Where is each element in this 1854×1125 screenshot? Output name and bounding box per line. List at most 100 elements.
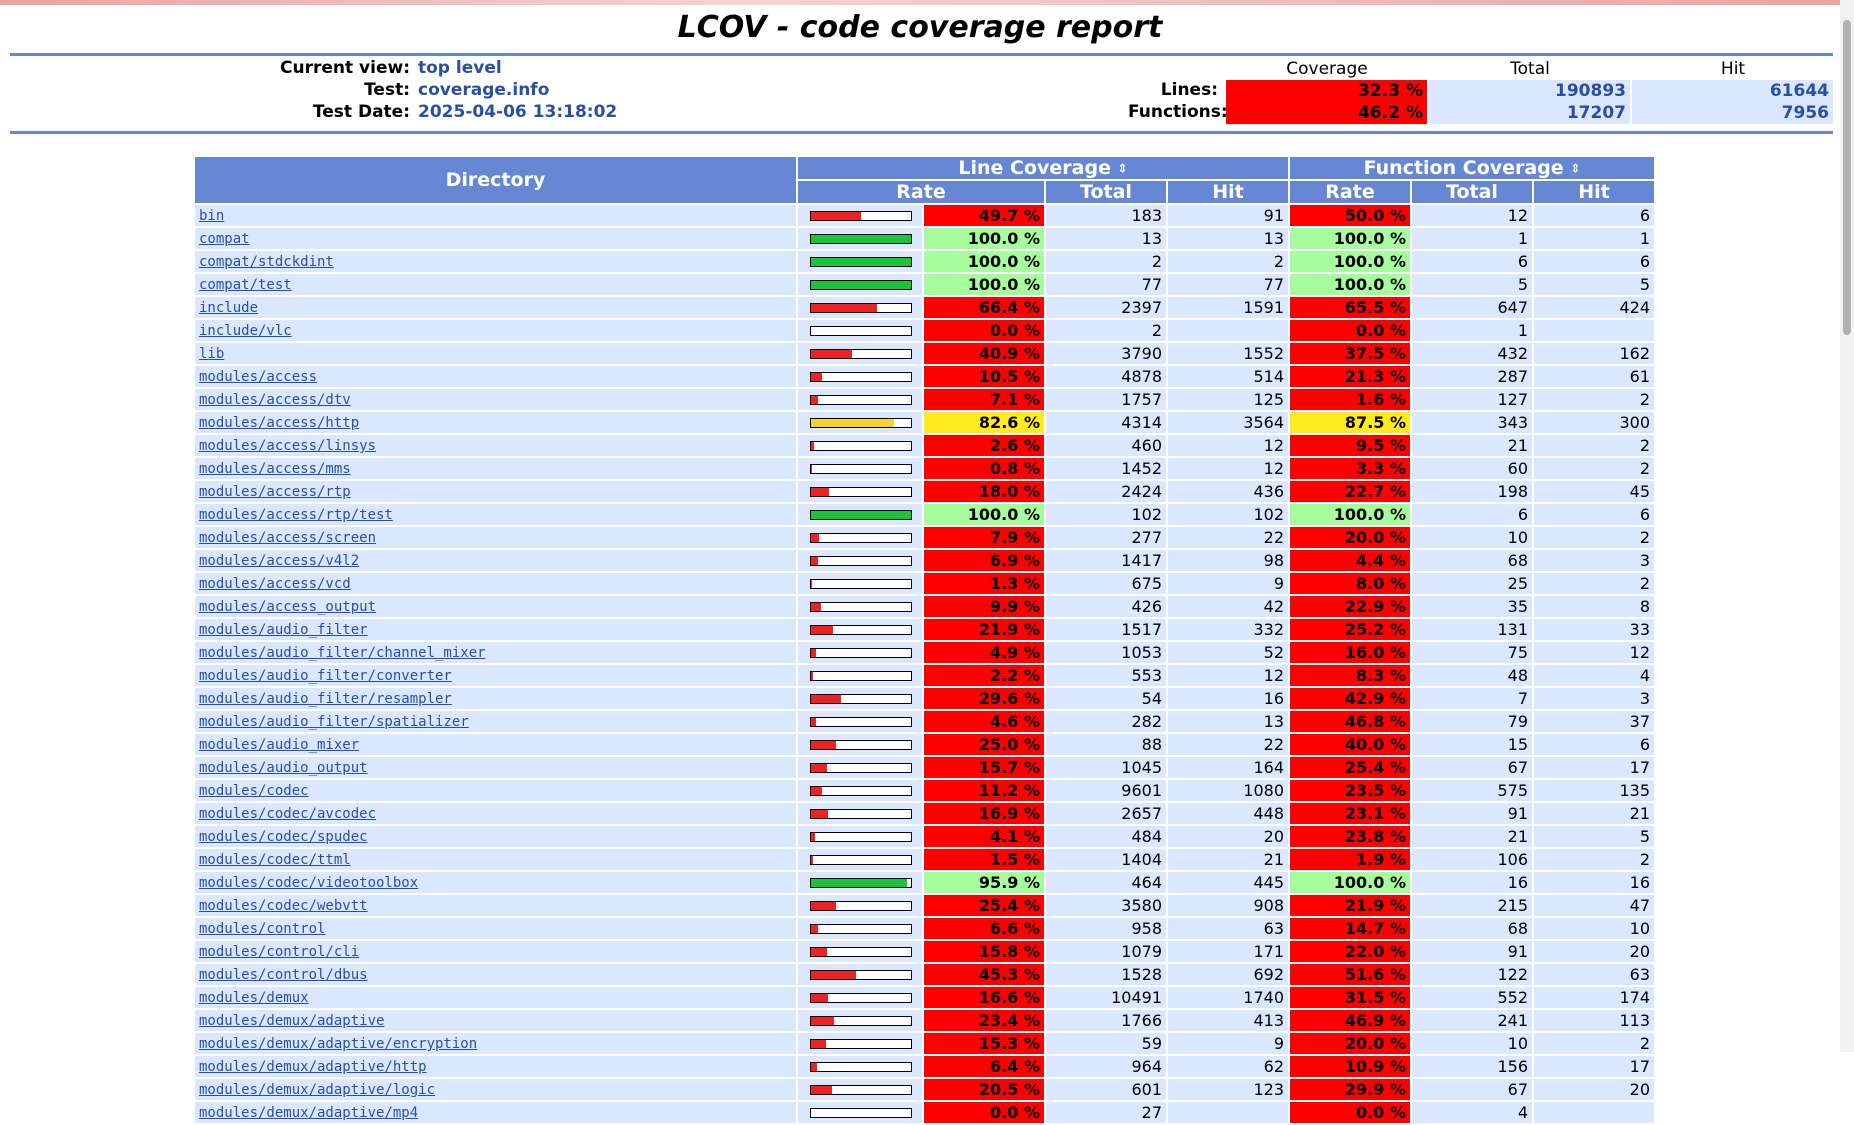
line-total-cell: 4878 <box>1046 366 1166 387</box>
function-rate-cell: 87.5 % <box>1290 412 1410 433</box>
function-hit-header: Hit <box>1534 181 1654 203</box>
table-row: include/vlc 0.0 % 2 0.0 % 1 <box>195 320 1654 341</box>
directory-link[interactable]: modules/demux <box>199 990 309 1006</box>
directory-link[interactable]: modules/control/dbus <box>199 967 368 983</box>
directory-link[interactable]: compat/test <box>199 277 292 293</box>
function-hit-cell: 300 <box>1534 412 1654 433</box>
scrollbar-thumb[interactable] <box>1843 20 1851 335</box>
function-rate-cell: 21.3 % <box>1290 366 1410 387</box>
coverage-bar <box>810 532 912 543</box>
directory-table-body: bin 49.7 % 183 91 50.0 % 12 6 compat 100.0 % 13 13… <box>195 205 1654 1123</box>
directory-link[interactable]: modules/codec/videotoolbox <box>199 875 419 891</box>
directory-link[interactable]: include/vlc <box>199 323 292 339</box>
directory-link[interactable]: modules/access/linsys <box>199 438 377 454</box>
directory-link[interactable]: modules/access/v4l2 <box>199 553 360 569</box>
directory-cell: modules/codec/webvtt <box>195 895 796 916</box>
directory-cell: modules/access/vcd <box>195 573 796 594</box>
directory-link[interactable]: modules/codec/avcodec <box>199 806 377 822</box>
coverage-bar <box>810 992 912 1003</box>
directory-link[interactable]: modules/demux/adaptive/http <box>199 1059 427 1075</box>
directory-link[interactable]: modules/demux/adaptive/mp4 <box>199 1105 419 1121</box>
function-hit-cell: 10 <box>1534 918 1654 939</box>
line-rate-cell: 4.9 % <box>924 642 1044 663</box>
coverage-bar-fill <box>811 924 818 933</box>
sort-icon[interactable]: ⇕ <box>1570 161 1581 176</box>
directory-cell: compat/stdckdint <box>195 251 796 272</box>
function-total-cell: 156 <box>1412 1056 1532 1077</box>
directory-link[interactable]: modules/codec/spudec <box>199 829 368 845</box>
line-hit-cell: 123 <box>1168 1079 1288 1100</box>
function-coverage-header[interactable]: Function Coverage ⇕ <box>1290 157 1654 179</box>
directory-link[interactable]: modules/access_output <box>199 599 377 615</box>
directory-link[interactable]: modules/demux/adaptive <box>199 1013 385 1029</box>
directory-link[interactable]: modules/audio_output <box>199 760 368 776</box>
coverage-bar-cell <box>798 412 922 433</box>
function-rate-cell: 100.0 % <box>1290 274 1410 295</box>
line-hit-cell: 413 <box>1168 1010 1288 1031</box>
coverage-bar-cell <box>798 987 922 1008</box>
table-row: modules/access/v4l2 6.9 % 1417 98 4.4 % 68 3 <box>195 550 1654 571</box>
directory-cell: compat <box>195 228 796 249</box>
line-rate-cell: 49.7 % <box>924 205 1044 226</box>
function-total-header: Total <box>1412 181 1532 203</box>
line-rate-cell: 6.9 % <box>924 550 1044 571</box>
directory-link[interactable]: modules/access/vcd <box>199 576 351 592</box>
directory-link[interactable]: compat/stdckdint <box>199 254 334 270</box>
line-rate-cell: 66.4 % <box>924 297 1044 318</box>
table-row: compat/test 100.0 % 77 77 100.0 % 5 5 <box>195 274 1654 295</box>
line-hit-cell: 9 <box>1168 1033 1288 1054</box>
directory-link[interactable]: lib <box>199 346 225 362</box>
directory-link[interactable]: modules/audio_filter/resampler <box>199 691 452 707</box>
line-total-cell: 1766 <box>1046 1010 1166 1031</box>
directory-link[interactable]: include <box>199 300 259 316</box>
function-rate-cell: 46.9 % <box>1290 1010 1410 1031</box>
directory-link[interactable]: modules/access/rtp/test <box>199 507 393 523</box>
line-hit-cell: 125 <box>1168 389 1288 410</box>
directory-link[interactable]: modules/access/rtp <box>199 484 351 500</box>
directory-link[interactable]: modules/access <box>199 369 318 385</box>
directory-link[interactable]: modules/access/mms <box>199 461 351 477</box>
function-hit-cell: 21 <box>1534 803 1654 824</box>
directory-link[interactable]: modules/audio_filter/spatializer <box>199 714 469 730</box>
coverage-bar-fill <box>811 533 819 542</box>
coverage-bar-fill <box>811 763 827 772</box>
sort-icon[interactable]: ⇕ <box>1117 161 1128 176</box>
function-rate-cell: 22.0 % <box>1290 941 1410 962</box>
directory-link[interactable]: bin <box>199 208 225 224</box>
line-rate-cell: 4.1 % <box>924 826 1044 847</box>
directory-link[interactable]: modules/codec <box>199 783 309 799</box>
directory-link[interactable]: modules/audio_filter/converter <box>199 668 452 684</box>
directory-link[interactable]: modules/access/http <box>199 415 360 431</box>
directory-link[interactable]: modules/codec/webvtt <box>199 898 368 914</box>
directory-link[interactable]: modules/control <box>199 921 326 937</box>
vertical-scrollbar[interactable] <box>1840 0 1854 1052</box>
table-row: modules/access/linsys 2.6 % 460 12 9.5 % 21 2 <box>195 435 1654 456</box>
coverage-bar-cell <box>798 803 922 824</box>
line-hit-cell: 1552 <box>1168 343 1288 364</box>
directory-link[interactable]: modules/audio_filter <box>199 622 368 638</box>
directory-link[interactable]: modules/access/dtv <box>199 392 351 408</box>
line-coverage-header[interactable]: Line Coverage ⇕ <box>798 157 1288 179</box>
line-hit-cell: 13 <box>1168 228 1288 249</box>
function-total-cell: 552 <box>1412 987 1532 1008</box>
directory-link[interactable]: modules/audio_mixer <box>199 737 360 753</box>
coverage-bar-cell <box>798 941 922 962</box>
function-hit-cell: 2 <box>1534 527 1654 548</box>
directory-link[interactable]: modules/demux/adaptive/encryption <box>199 1036 478 1052</box>
directory-link[interactable]: modules/codec/ttml <box>199 852 351 868</box>
table-row: modules/audio_filter/spatializer 4.6 % 282… <box>195 711 1654 732</box>
directory-cell: include <box>195 297 796 318</box>
directory-link[interactable]: compat <box>199 231 250 247</box>
directory-link[interactable]: modules/audio_filter/channel_mixer <box>199 645 486 661</box>
line-total-cell: 10491 <box>1046 987 1166 1008</box>
directory-link[interactable]: modules/access/screen <box>199 530 377 546</box>
line-rate-cell: 6.4 % <box>924 1056 1044 1077</box>
function-total-cell: 10 <box>1412 1033 1532 1054</box>
line-hit-cell: 9 <box>1168 573 1288 594</box>
function-total-cell: 21 <box>1412 826 1532 847</box>
line-rate-cell: 16.9 % <box>924 803 1044 824</box>
directory-cell: modules/audio_mixer <box>195 734 796 755</box>
directory-link[interactable]: modules/control/cli <box>199 944 360 960</box>
directory-header[interactable]: Directory <box>195 157 796 203</box>
directory-link[interactable]: modules/demux/adaptive/logic <box>199 1082 436 1098</box>
